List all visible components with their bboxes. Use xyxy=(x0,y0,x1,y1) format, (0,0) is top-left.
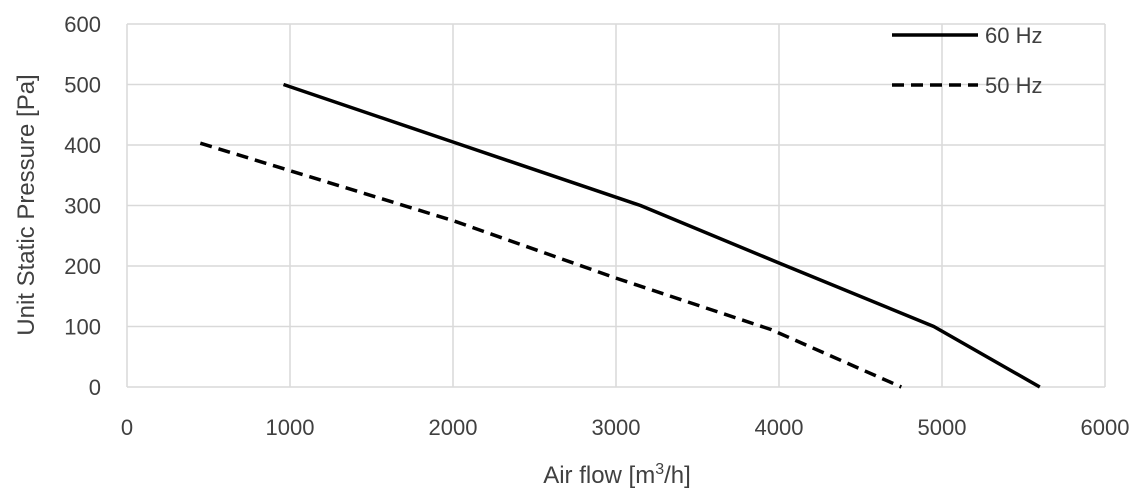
x-tick-label: 4000 xyxy=(755,415,804,440)
x-tick-label: 1000 xyxy=(266,415,315,440)
x-tick-label: 3000 xyxy=(592,415,641,440)
y-tick-label: 400 xyxy=(64,133,101,158)
series-lines xyxy=(199,82,1041,389)
y-axis-title: Unit Static Pressure [Pa] xyxy=(13,74,40,335)
y-tick-label: 500 xyxy=(64,73,101,98)
legend-label-50hz: 50 Hz xyxy=(985,73,1042,98)
x-axis-title: Air flow [m3/h] xyxy=(543,461,691,489)
y-tick-label: 100 xyxy=(64,315,101,340)
y-tick-label: 200 xyxy=(64,254,101,279)
y-tick-label: 300 xyxy=(64,194,101,219)
series-line-50hz xyxy=(199,141,903,389)
x-tick-label: 5000 xyxy=(918,415,967,440)
x-tick-label: 0 xyxy=(121,415,133,440)
x-tick-label: 2000 xyxy=(429,415,478,440)
x-tick-labels: 0 1000 2000 3000 4000 5000 6000 xyxy=(121,415,1130,440)
gridlines xyxy=(126,23,1106,388)
y-tick-label: 600 xyxy=(64,12,101,37)
legend-label-60hz: 60 Hz xyxy=(985,23,1042,48)
x-tick-label: 6000 xyxy=(1081,415,1130,440)
series-line-60hz xyxy=(282,82,1041,389)
y-tick-label: 0 xyxy=(89,375,101,400)
y-tick-labels: 0 100 200 300 400 500 600 xyxy=(64,12,101,400)
legend: 60 Hz 50 Hz xyxy=(892,23,1042,98)
